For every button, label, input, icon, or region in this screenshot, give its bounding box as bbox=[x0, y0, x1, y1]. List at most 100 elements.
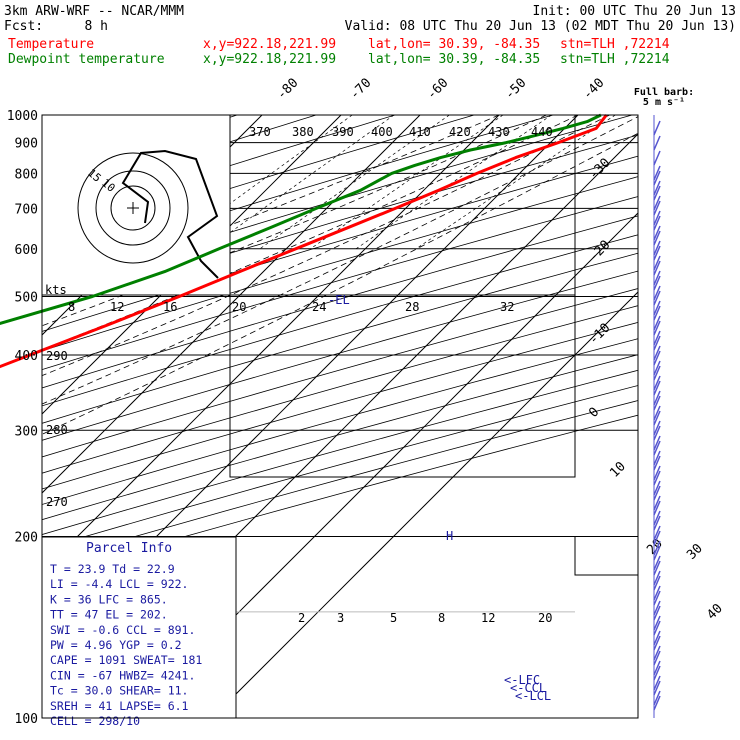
plot-frame bbox=[41, 114, 639, 719]
valid-time: Valid: 08 UTC Thu 20 Jun 13 (02 MDT Thu … bbox=[345, 19, 736, 34]
theta-label-370: 370 bbox=[249, 125, 271, 139]
wind-barb bbox=[653, 690, 661, 706]
wind-barb bbox=[653, 485, 661, 501]
wind-barb bbox=[653, 120, 661, 136]
parcel-info-row: T = 23.9 Td = 22.9 bbox=[50, 562, 175, 576]
mixing-ratio-3 bbox=[207, 115, 395, 250]
wind-barb bbox=[653, 405, 661, 421]
dry-adiabat-380 bbox=[42, 270, 638, 441]
wind-barb bbox=[653, 225, 661, 241]
wind-barb bbox=[653, 260, 661, 276]
wind-barb bbox=[653, 495, 661, 511]
parcel-info-row: Tc = 30.0 SHEAR= 11. bbox=[50, 684, 188, 698]
wind-barb bbox=[653, 585, 661, 601]
wind-barb bbox=[653, 285, 661, 301]
theta-side-label-280: 280 bbox=[46, 423, 68, 437]
pressure-tick-1000: 1000 bbox=[7, 109, 38, 124]
parcel-info-title: Parcel Info bbox=[86, 541, 172, 556]
wind-barb bbox=[653, 645, 661, 661]
wind-barbs bbox=[653, 115, 661, 718]
dry-adiabat-340 bbox=[42, 196, 638, 371]
forecast-label: Fcst: bbox=[4, 19, 43, 34]
isotherm-label--30: -30 bbox=[586, 156, 613, 183]
dry-adiabat-420 bbox=[42, 338, 638, 505]
wind-barb bbox=[653, 165, 661, 181]
barb-legend-title: Full barb: bbox=[634, 87, 694, 98]
isotherm-label--40: -40 bbox=[580, 76, 607, 103]
dry-adiabat-470 bbox=[42, 414, 638, 578]
wind-barb bbox=[653, 435, 661, 451]
wind-barb bbox=[653, 470, 661, 486]
wind-barb bbox=[653, 510, 661, 526]
wind-barb bbox=[653, 135, 661, 151]
wind-barb bbox=[653, 375, 661, 391]
isotherm-label--80: -80 bbox=[274, 76, 301, 103]
isotherm-40 bbox=[132, 212, 638, 718]
mixing-ratio-label-8: 8 bbox=[438, 611, 445, 625]
pressure-tick-100: 100 bbox=[15, 712, 38, 727]
wind-barb bbox=[653, 215, 661, 231]
wind-barb bbox=[653, 525, 661, 541]
isotherm-30 bbox=[53, 133, 638, 718]
dry-adiabat-280 bbox=[42, 115, 475, 249]
lcl-marker: <-LCL bbox=[515, 689, 551, 703]
wind-barb bbox=[653, 410, 661, 426]
pressure-tick-500: 500 bbox=[15, 291, 38, 306]
mixing-ratio-label-20: 20 bbox=[538, 611, 552, 625]
mixing-ratio-label-5: 5 bbox=[390, 611, 397, 625]
wind-barb bbox=[653, 420, 661, 436]
mixing-ratio-label-2: 2 bbox=[298, 611, 305, 625]
hodograph-speed-label-5: 24 bbox=[312, 300, 326, 314]
wind-barb bbox=[653, 675, 661, 691]
parcel-info-row: SREH = 41 LAPSE= 6.1 bbox=[50, 699, 189, 713]
isotherm-label-40: 40 bbox=[704, 601, 726, 623]
wind-barb bbox=[653, 150, 661, 166]
isotherm-label--70: -70 bbox=[347, 76, 374, 103]
frame-step bbox=[574, 537, 638, 576]
wind-barb bbox=[653, 480, 661, 496]
wind-barb bbox=[653, 360, 661, 376]
wind-barb bbox=[653, 515, 661, 531]
pressure-tick-300: 300 bbox=[15, 424, 38, 439]
wind-barb bbox=[653, 620, 661, 636]
wind-barb bbox=[653, 240, 661, 256]
theta-label-400: 400 bbox=[371, 125, 393, 139]
theta-label-430: 430 bbox=[488, 125, 510, 139]
wind-barb bbox=[653, 300, 661, 316]
dry-adiabat-460 bbox=[42, 400, 638, 564]
isotherm-label-30: 30 bbox=[684, 541, 706, 563]
wind-barb bbox=[653, 180, 661, 196]
init-time: Init: 00 UTC Thu 20 Jun 13 bbox=[533, 4, 737, 19]
wind-barb bbox=[653, 290, 661, 306]
wind-barb bbox=[653, 530, 661, 546]
wind-barb bbox=[653, 695, 661, 711]
pressure-tick-700: 700 bbox=[15, 202, 38, 217]
isotherm-50 bbox=[211, 291, 638, 718]
theta-label-440: 440 bbox=[531, 125, 553, 139]
wind-barb bbox=[653, 315, 661, 331]
isotherm-0 bbox=[42, 115, 421, 494]
wind-barb bbox=[653, 185, 661, 201]
wind-barb bbox=[653, 665, 661, 681]
temperature-latlon: lat,lon= 30.39, -84.35 bbox=[368, 37, 540, 52]
dry-adiabat-290 bbox=[42, 115, 554, 271]
dry-adiabat-440 bbox=[42, 369, 638, 535]
wind-barb bbox=[653, 605, 661, 621]
wind-barb bbox=[653, 575, 661, 591]
wind-barb bbox=[653, 425, 661, 441]
hodograph-inset: 15 10 bbox=[41, 114, 231, 296]
parcel-info-row: K = 36 LFC = 865. bbox=[50, 592, 168, 606]
hodograph-ring-10 bbox=[95, 170, 171, 246]
mixing-ratio-20 bbox=[415, 115, 616, 250]
theta-side-label-270: 270 bbox=[46, 495, 68, 509]
isotherm-label--10: -10 bbox=[586, 321, 613, 348]
pressure-tick-900: 900 bbox=[15, 137, 38, 152]
isotherm-label-10: 10 bbox=[607, 459, 629, 481]
temperature-legend: Temperature bbox=[8, 37, 94, 52]
wind-barb bbox=[653, 365, 661, 381]
h-marker: H bbox=[446, 529, 453, 543]
parcel-info-row: CIN = -67 HWBZ= 4241. bbox=[50, 668, 195, 682]
hodograph-speed-label-7: 32 bbox=[500, 300, 514, 314]
wind-barb bbox=[653, 345, 661, 361]
temperature-station: stn=TLH ,72214 bbox=[560, 37, 670, 52]
